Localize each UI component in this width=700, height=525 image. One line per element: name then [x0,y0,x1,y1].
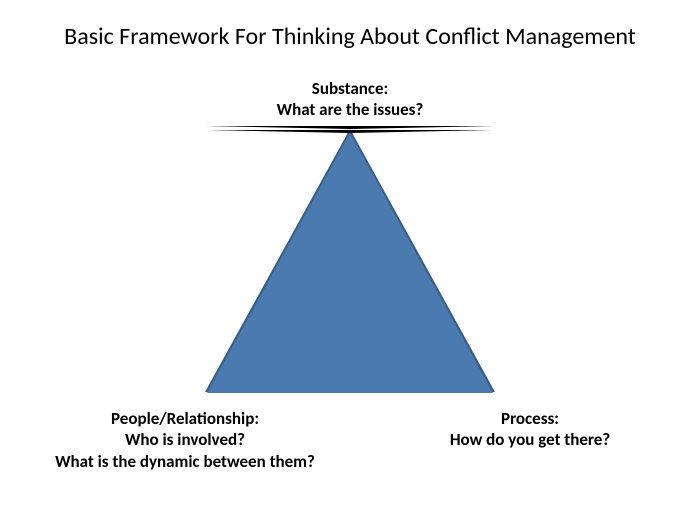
label-bottom-right: Process: How do you get there? [410,408,650,451]
label-bl-line3: What is the dynamic between them? [30,451,340,472]
label-bl-line2: Who is involved? [30,429,340,450]
label-top-line2: What are the issues? [200,99,500,120]
label-top-line1: Substance: [200,78,500,99]
label-bottom-left: People/Relationship: Who is involved? Wh… [30,408,340,472]
label-br-line1: Process: [410,408,650,429]
triangle-shape [207,130,493,393]
page-title: Basic Framework For Thinking About Confl… [0,22,700,51]
label-br-line2: How do you get there? [410,429,650,450]
label-bl-line1: People/Relationship: [30,408,340,429]
label-top: Substance: What are the issues? [200,78,500,121]
